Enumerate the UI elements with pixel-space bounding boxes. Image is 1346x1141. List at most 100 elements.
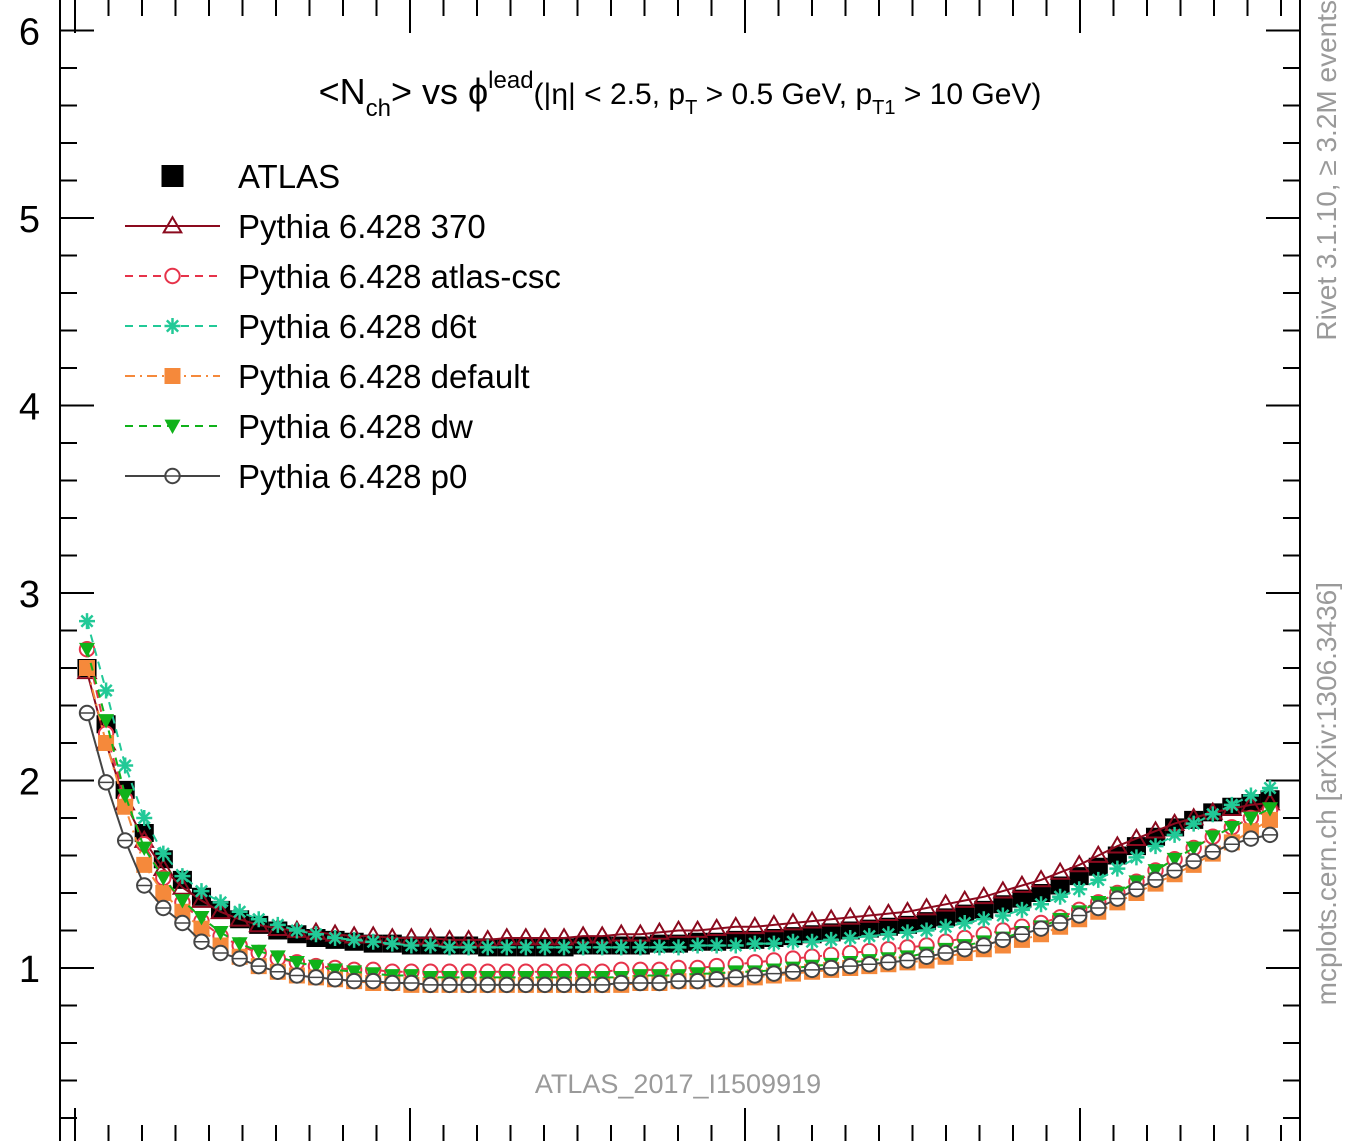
data-point: [97, 774, 115, 791]
data-point: [422, 976, 439, 994]
data-point: [346, 931, 363, 948]
legend-item: Pythia 6.428 default: [125, 358, 530, 395]
data-point: [861, 928, 878, 945]
data-point: [899, 952, 916, 969]
data-point: [689, 937, 706, 954]
data-point-stroke: [729, 938, 743, 953]
data-point: [155, 845, 172, 862]
data-point: [155, 899, 172, 917]
data-point: [422, 937, 439, 954]
data-point: [288, 967, 306, 984]
data-point: [1242, 830, 1260, 847]
data-point-stroke: [958, 916, 972, 930]
legend-item: Pythia 6.428 d6t: [125, 308, 477, 345]
data-point: [1185, 852, 1202, 870]
data-point: [117, 798, 134, 815]
data-point: [269, 916, 286, 933]
data-point: [937, 944, 954, 962]
data-point: [307, 926, 324, 943]
data-point-stroke: [347, 933, 361, 947]
data-point-stroke: [843, 931, 857, 945]
data-point: [765, 935, 782, 952]
data-point: [327, 930, 344, 946]
data-point-stroke: [1091, 873, 1105, 887]
data-point-stroke: [80, 614, 94, 628]
data-point: [744, 915, 766, 935]
data-point: [1070, 907, 1088, 924]
data-point: [155, 871, 172, 886]
data-point: [250, 944, 267, 960]
y-tick-labels: 1 2 3 4 5 6: [19, 12, 40, 992]
data-point: [1147, 864, 1164, 879]
analysis-label: ATLAS_2017_I1509919: [535, 1069, 821, 1099]
data-point: [896, 900, 919, 920]
data-point: [803, 961, 821, 979]
data-point: [916, 897, 938, 916]
y-tick-label: 6: [19, 12, 40, 54]
data-point: [801, 910, 823, 929]
data-point: [250, 911, 267, 928]
legend-label: Pythia 6.428 dw: [238, 408, 473, 445]
data-point: [288, 922, 305, 939]
data-point: [117, 789, 134, 804]
data-point-stroke: [271, 918, 285, 932]
data-point: [1051, 914, 1069, 932]
data-point: [555, 976, 573, 994]
data-point-stroke: [1244, 788, 1258, 803]
data-point: [116, 832, 134, 849]
data-point-stroke: [652, 940, 666, 954]
data-point-stroke: [1225, 798, 1239, 812]
data-point: [212, 894, 229, 911]
data-point: [784, 963, 802, 980]
data-point: [212, 925, 229, 941]
data-point: [326, 971, 344, 988]
data-point: [899, 924, 916, 941]
legend-label: ATLAS: [238, 158, 340, 195]
data-point: [613, 939, 630, 956]
data-point: [1144, 820, 1167, 839]
data-point-stroke: [786, 935, 800, 949]
data-point: [670, 972, 687, 990]
data-point-stroke: [233, 905, 247, 919]
side-label-bottom: mcplots.cern.ch [arXiv:1306.3436]: [1311, 582, 1342, 1005]
data-point: [441, 976, 458, 994]
data-point: [632, 974, 649, 992]
data-point: [229, 908, 251, 927]
data-point: [1166, 862, 1183, 879]
data-point: [1223, 836, 1241, 853]
data-point: [174, 914, 191, 932]
data-point: [174, 868, 191, 885]
data-point: [164, 467, 181, 485]
data-point: [1011, 874, 1033, 893]
data-point: [594, 939, 611, 956]
data-point-stroke: [165, 319, 180, 333]
data-point: [918, 922, 935, 939]
data-point: [784, 933, 801, 950]
data-point-stroke: [977, 912, 991, 926]
data-point: [575, 939, 592, 956]
data-point-stroke: [710, 938, 724, 953]
data-point: [632, 939, 649, 956]
plot-frame: [59, 0, 1301, 1141]
data-point: [98, 714, 115, 729]
data-point: [307, 959, 324, 975]
data-point: [1033, 896, 1050, 913]
data-point-stroke: [290, 923, 304, 938]
y-tick-label: 1: [19, 949, 40, 991]
data-point: [708, 971, 725, 988]
data-point: [1242, 787, 1259, 804]
data-point: [727, 969, 744, 986]
data-point: [1261, 826, 1279, 844]
data-point: [1106, 835, 1128, 854]
data-point-stroke: [194, 884, 209, 898]
data-point: [689, 972, 706, 990]
data-point-stroke: [557, 940, 571, 954]
data-point: [994, 907, 1011, 924]
data-point: [1204, 830, 1221, 845]
data-point: [193, 920, 210, 937]
data-point: [861, 956, 878, 973]
data-point-stroke: [175, 869, 189, 883]
data-point: [365, 933, 382, 950]
data-point: [117, 757, 134, 774]
series-5: [79, 642, 1278, 986]
